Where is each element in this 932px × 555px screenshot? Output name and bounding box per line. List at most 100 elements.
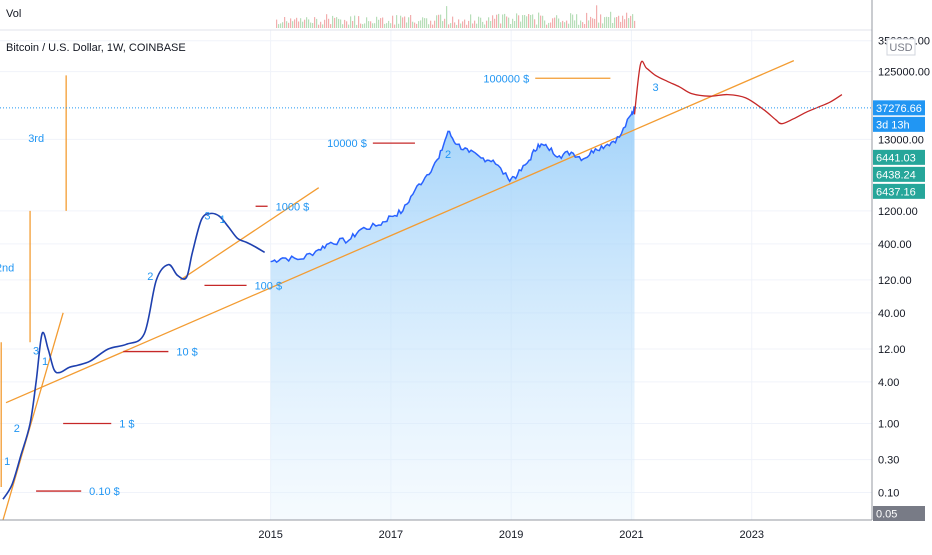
volume-bar bbox=[328, 18, 330, 28]
volume-bar bbox=[336, 17, 338, 28]
y-tick-label: 4.00 bbox=[878, 377, 899, 389]
volume-bar bbox=[486, 20, 488, 28]
volume-bar bbox=[358, 16, 360, 28]
low-value-tag-bg bbox=[873, 506, 925, 521]
volume-bar bbox=[318, 24, 320, 28]
trendlines bbox=[2, 60, 795, 521]
volume-bar bbox=[414, 22, 416, 28]
volume-bar bbox=[366, 17, 368, 28]
volume-bar bbox=[324, 19, 326, 28]
volume-bar bbox=[540, 15, 542, 28]
volume-bar bbox=[514, 21, 516, 28]
volume-bar bbox=[542, 15, 544, 28]
low-value-tag: 0.05 bbox=[876, 509, 897, 521]
volume-bar bbox=[284, 17, 286, 28]
price-series bbox=[0, 60, 872, 500]
currency-label: USD bbox=[889, 42, 912, 54]
volume-bar bbox=[496, 14, 498, 28]
volume-bar bbox=[474, 20, 476, 28]
volume-bar bbox=[548, 22, 550, 28]
volume-bar bbox=[600, 14, 602, 28]
volume-bar bbox=[506, 16, 508, 28]
y-tick-label: 13000.00 bbox=[878, 134, 924, 146]
volume-bar bbox=[406, 22, 408, 28]
volume-bar bbox=[584, 24, 586, 28]
volume-bar bbox=[300, 18, 302, 28]
price-area bbox=[270, 106, 635, 520]
time-axis[interactable]: 2015 2017 2019 2021 2023 bbox=[258, 529, 764, 541]
volume-bar bbox=[626, 12, 628, 28]
volume-bar bbox=[278, 24, 280, 28]
wave-label: 3 bbox=[33, 345, 39, 357]
level-marker-label: 100000 $ bbox=[483, 73, 529, 85]
current-price-tag-bg bbox=[873, 100, 925, 116]
volume-bar bbox=[312, 23, 314, 28]
wave-label: 1 bbox=[42, 356, 48, 368]
volume-bar bbox=[322, 24, 324, 28]
price-tags: 37276.66 3d 13h 6441.03 6438.24 6437.16 0.05 bbox=[873, 100, 925, 521]
indicator-tag: 6437.16 bbox=[876, 186, 916, 198]
volume-bar bbox=[614, 17, 616, 28]
volume-bar bbox=[390, 23, 392, 28]
volume-bar bbox=[356, 24, 358, 28]
volume-bar bbox=[308, 19, 310, 28]
volume-bar bbox=[532, 14, 534, 28]
volume-bar bbox=[404, 16, 406, 28]
volume-bar bbox=[462, 21, 464, 28]
volume-bar bbox=[522, 15, 524, 28]
volume-bar bbox=[424, 18, 426, 28]
volume-bar bbox=[380, 18, 382, 28]
volume-bar bbox=[368, 21, 370, 28]
volume-bar bbox=[416, 23, 418, 28]
volume-bar bbox=[512, 18, 514, 28]
volume-bar bbox=[398, 23, 400, 28]
volume-bar bbox=[292, 21, 294, 28]
wave-label: 1 bbox=[4, 456, 10, 468]
volume-bar bbox=[352, 21, 354, 28]
volume-bar bbox=[518, 15, 520, 28]
volume-bar bbox=[442, 21, 444, 28]
volume-bar bbox=[606, 16, 608, 28]
volume-bar bbox=[342, 24, 344, 28]
volume-bar bbox=[490, 21, 492, 28]
volume-bar bbox=[428, 24, 430, 28]
volume-bar bbox=[452, 16, 454, 28]
volume-bar bbox=[400, 15, 402, 28]
x-tick-label: 2015 bbox=[258, 529, 282, 541]
volume-bar bbox=[286, 21, 288, 28]
volume-bar bbox=[560, 22, 562, 28]
volume-bar bbox=[556, 15, 558, 28]
level-marker-label: 0.10 $ bbox=[89, 486, 120, 498]
trendline-main bbox=[5, 60, 795, 404]
volume-bar bbox=[508, 17, 510, 28]
volume-bar bbox=[466, 24, 468, 28]
y-tick-label: 120.00 bbox=[878, 275, 912, 287]
volume-bar bbox=[554, 17, 556, 28]
wave-label: 2 bbox=[14, 423, 20, 435]
x-tick-label: 2017 bbox=[379, 529, 403, 541]
volume-bar bbox=[432, 24, 434, 28]
currency-badge[interactable] bbox=[886, 38, 916, 56]
volume-bar bbox=[382, 17, 384, 28]
cycle-bars: 1st2nd3rd bbox=[0, 75, 67, 488]
volume-bar bbox=[494, 18, 496, 28]
volume-bar bbox=[598, 22, 600, 28]
volume-bar bbox=[608, 17, 610, 28]
symbol-title: Bitcoin / U.S. Dollar, 1W, COINBASE bbox=[6, 42, 186, 54]
volume-bar bbox=[316, 18, 318, 28]
volume-bar bbox=[582, 22, 584, 28]
volume-bar bbox=[550, 22, 552, 28]
volume-bar bbox=[510, 24, 512, 28]
volume-bar bbox=[354, 15, 356, 28]
volume-bar bbox=[434, 20, 436, 28]
volume-bar bbox=[448, 24, 450, 28]
volume-bar bbox=[610, 11, 612, 29]
volume-bar bbox=[402, 17, 404, 28]
indicator-tag-bg bbox=[873, 149, 925, 165]
x-tick-label: 2021 bbox=[619, 529, 643, 541]
level-marker-label: 1000 $ bbox=[276, 201, 310, 213]
volume-bar bbox=[320, 21, 322, 28]
